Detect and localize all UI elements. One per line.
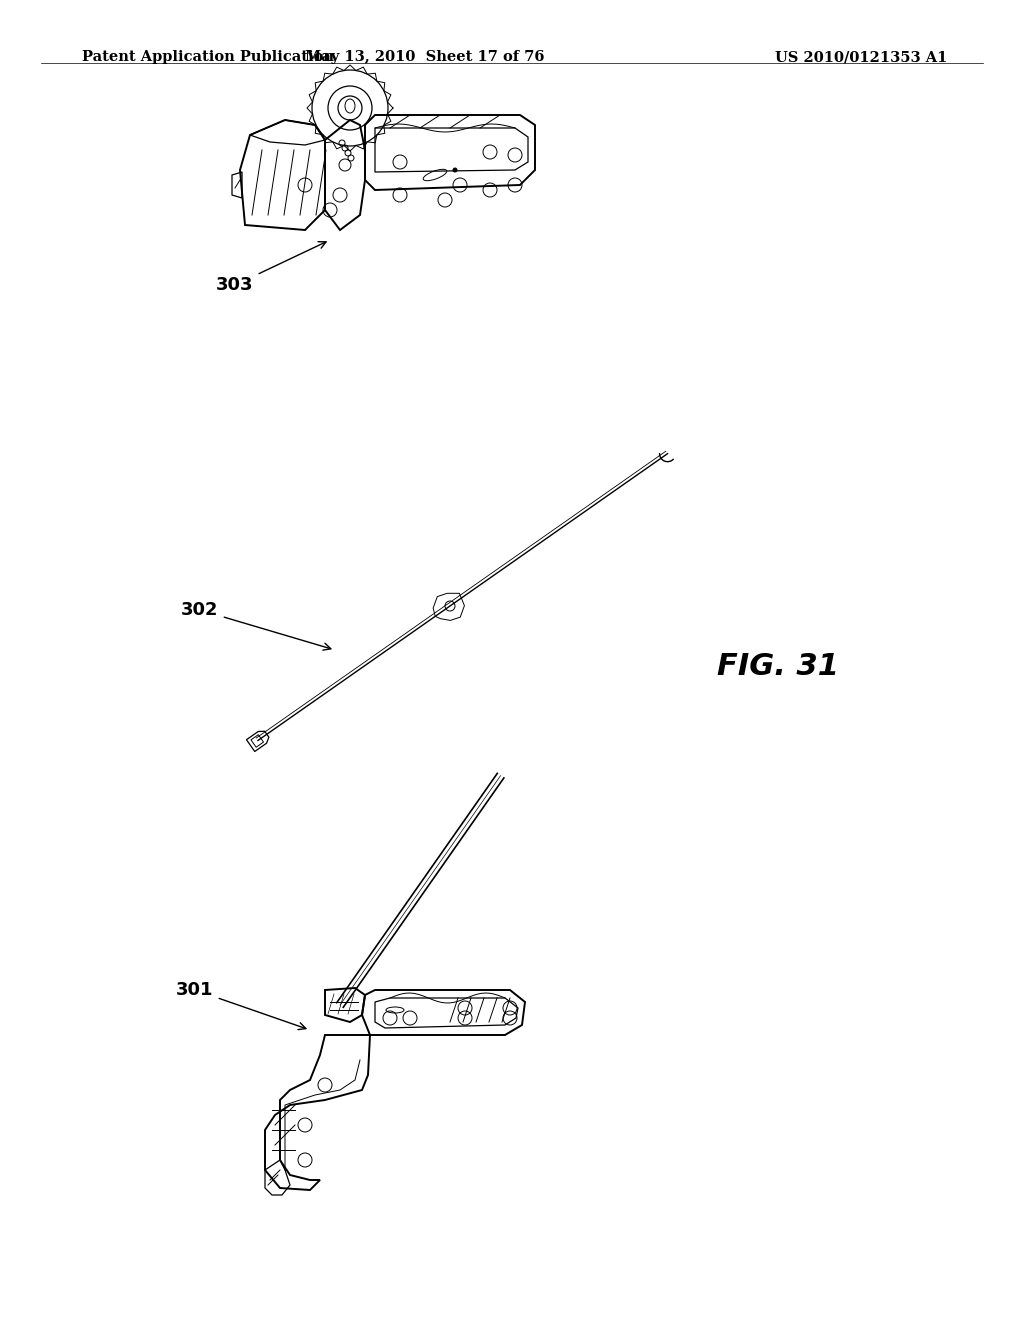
Text: Patent Application Publication: Patent Application Publication: [82, 50, 334, 65]
Text: 302: 302: [181, 601, 331, 651]
Circle shape: [453, 168, 458, 173]
Text: FIG. 31: FIG. 31: [717, 652, 840, 681]
Text: 301: 301: [176, 981, 306, 1030]
Text: May 13, 2010  Sheet 17 of 76: May 13, 2010 Sheet 17 of 76: [305, 50, 545, 65]
Text: 303: 303: [216, 242, 326, 294]
Text: US 2010/0121353 A1: US 2010/0121353 A1: [775, 50, 947, 65]
